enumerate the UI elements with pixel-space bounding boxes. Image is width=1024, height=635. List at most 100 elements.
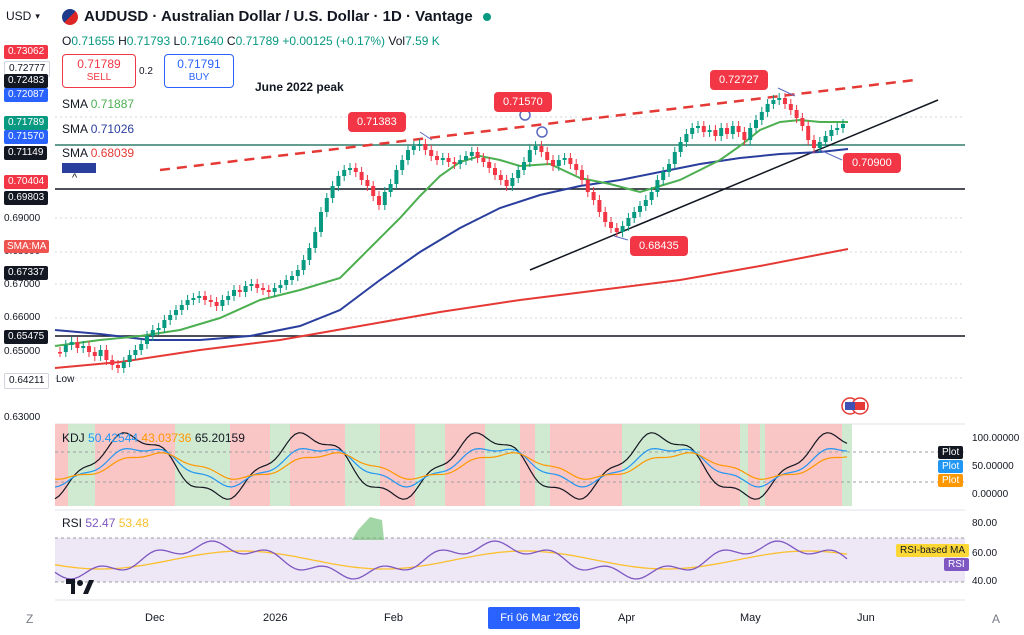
auto-scale-button[interactable]: A (992, 612, 1001, 626)
legend-collapse-bar (62, 163, 96, 173)
kdj-band (842, 424, 852, 506)
support-trendline (529, 99, 939, 271)
candle-body (342, 170, 347, 176)
ohlc-high: 0.71793 (126, 34, 171, 48)
tradingview-logo-icon (66, 579, 94, 594)
price-tick-0.69: 0.69000 (4, 213, 41, 224)
buy-button[interactable]: 0.71791 BUY (164, 54, 234, 88)
candle-body (266, 290, 271, 292)
candle-body (690, 128, 695, 134)
candle-body (278, 285, 283, 288)
candle-body (197, 296, 202, 298)
price-badge: 0.72087 (4, 88, 49, 102)
candle-body (208, 300, 213, 302)
candle-body (423, 144, 428, 150)
candle-body (661, 172, 666, 180)
candle-body (185, 300, 190, 305)
annotation-071570: 0.71570 (494, 92, 552, 112)
candles (58, 93, 845, 373)
symbol-title[interactable]: AUDUSD · Australian Dollar / U.S. Dollar… (62, 8, 491, 25)
candle-body (243, 286, 248, 292)
rsi-line (54, 540, 848, 580)
price-badge: 0.69803 (4, 191, 49, 205)
price-badge: 0.64211 (4, 373, 50, 389)
candle-body (104, 350, 109, 360)
candle-body (609, 222, 613, 228)
kdj-band (290, 424, 345, 506)
candle-body (69, 342, 74, 345)
price-badge: 0.72483 (4, 74, 49, 88)
candle-body (626, 218, 631, 226)
candle-body (458, 160, 463, 164)
candle-body (116, 365, 120, 368)
candle-body (232, 290, 236, 296)
rsi-legend[interactable]: RSI 52.47 53.48 (62, 516, 149, 530)
ohlc-close: 0.71789 (235, 34, 279, 48)
sma-legend-1[interactable]: SMA 0.71887 (62, 97, 135, 111)
candle-body (841, 124, 845, 128)
candle-body (348, 168, 352, 170)
kdj-k-value: 50.42544 (88, 431, 139, 445)
candle-body (168, 315, 173, 320)
candle-body (330, 186, 335, 198)
price-tick-0.63: 0.63000 (4, 412, 41, 423)
ohlc-open: 0.71655 (71, 34, 115, 48)
kdj-axis-100: 100.00000 (972, 433, 1020, 444)
candle-body (336, 176, 341, 186)
candle-body (585, 180, 590, 192)
candle-body (440, 158, 445, 160)
candle-body (812, 140, 816, 148)
candle-body (655, 180, 660, 192)
kdj-band (175, 424, 230, 506)
candle-body (719, 128, 724, 136)
sell-button[interactable]: 0.71789 SELL (62, 54, 136, 88)
kdj-d-value: 43.03736 (141, 431, 192, 445)
candle-body (162, 320, 167, 328)
kdj-axis-50: 50.00000 (972, 461, 1014, 472)
annotation-071383: 0.71383 (348, 112, 406, 132)
sma-legend-2[interactable]: SMA 0.71026 (62, 122, 135, 136)
candle-body (527, 150, 532, 162)
kdj-k-tag: Plot (938, 460, 964, 473)
candle-body (794, 110, 799, 118)
candle-body (667, 164, 671, 172)
chevron-up-icon[interactable]: ^ (72, 172, 78, 184)
candle-body (765, 104, 770, 112)
candle-body (493, 168, 497, 175)
kdj-legend[interactable]: KDJ 50.42544 43.03736 65.20159 (62, 431, 245, 445)
candle-body (58, 352, 62, 354)
candle-body (191, 298, 196, 300)
kdj-d-tag: Plot (938, 474, 964, 487)
time-label-apr: Apr (618, 612, 636, 624)
candle-body (742, 132, 747, 140)
sma-legend-3[interactable]: SMA 0.68039 (62, 146, 135, 160)
zoom-button[interactable]: Z (26, 612, 34, 626)
candle-body (150, 330, 155, 336)
price-tick-0.65: 0.65000 (4, 346, 41, 357)
time-label-dec: Dec (145, 612, 165, 624)
price-tick-0.67: 0.67000 (4, 279, 41, 290)
currency-selector[interactable]: USD ▾ (6, 9, 40, 23)
candle-body (562, 158, 567, 160)
candle-body (533, 146, 538, 150)
kdj-band (95, 424, 130, 506)
kdj-band (445, 424, 485, 506)
sma-100-line (54, 148, 849, 341)
price-badge: 0.71789 (4, 116, 49, 130)
rsi-ma-line (54, 550, 848, 570)
candle-body (464, 156, 468, 160)
candle-body (139, 344, 144, 350)
kdj-background-bands (55, 424, 852, 506)
crosshair-year: '26 (564, 612, 579, 624)
candle-body (539, 146, 544, 152)
kdj-band (130, 424, 175, 506)
candle-body (638, 206, 642, 212)
candle-body (748, 128, 753, 140)
kdj-band (748, 424, 760, 506)
buy-label: BUY (188, 72, 210, 83)
candle-body (203, 296, 207, 300)
sma-ma-tag: SMA:MA (4, 240, 50, 253)
candle-body (290, 276, 294, 280)
ohlc-change: +0.00125 (+0.17%) (282, 34, 386, 48)
